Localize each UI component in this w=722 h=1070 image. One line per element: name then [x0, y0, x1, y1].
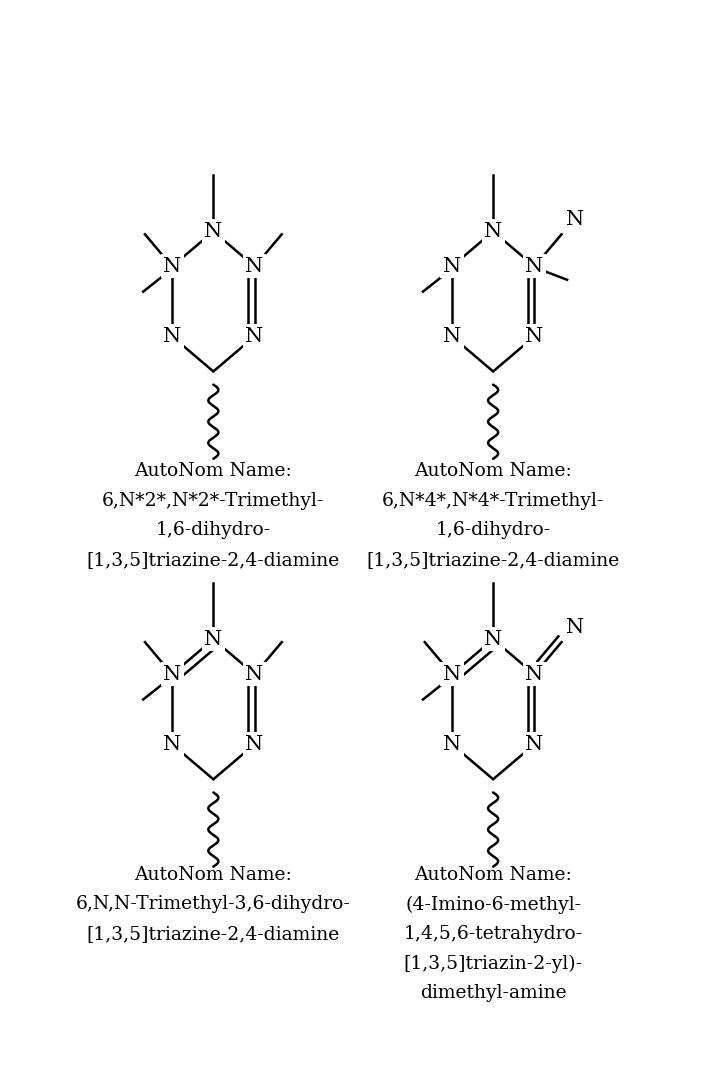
Text: N: N: [245, 257, 264, 276]
Text: N: N: [525, 735, 544, 753]
Text: dimethyl-amine: dimethyl-amine: [419, 984, 567, 1003]
Text: 1,4,5,6-tetrahydro-: 1,4,5,6-tetrahydro-: [404, 926, 583, 943]
Text: N: N: [163, 664, 181, 684]
Text: N: N: [163, 735, 181, 753]
Text: [1,3,5]triazin-2-yl)-: [1,3,5]triazin-2-yl)-: [404, 954, 583, 973]
Text: N: N: [163, 327, 181, 346]
Text: N: N: [566, 210, 585, 229]
Text: AutoNom Name:: AutoNom Name:: [134, 866, 292, 884]
Text: [1,3,5]triazine-2,4-diamine: [1,3,5]triazine-2,4-diamine: [87, 926, 340, 943]
Text: N: N: [484, 630, 503, 648]
Text: [1,3,5]triazine-2,4-diamine: [1,3,5]triazine-2,4-diamine: [367, 551, 619, 569]
Text: [1,3,5]triazine-2,4-diamine: [1,3,5]triazine-2,4-diamine: [87, 551, 340, 569]
Text: N: N: [245, 327, 264, 346]
Text: N: N: [566, 617, 585, 637]
Text: N: N: [443, 664, 461, 684]
Text: N: N: [204, 630, 222, 648]
Text: N: N: [443, 327, 461, 346]
Text: AutoNom Name:: AutoNom Name:: [414, 866, 572, 884]
Text: 6,N*2*,N*2*-Trimethyl-: 6,N*2*,N*2*-Trimethyl-: [103, 492, 324, 509]
Text: N: N: [525, 257, 544, 276]
Text: N: N: [163, 257, 181, 276]
Text: (4-Imino-6-methyl-: (4-Imino-6-methyl-: [405, 896, 581, 914]
Text: 6,N,N-Trimethyl-3,6-dihydro-: 6,N,N-Trimethyl-3,6-dihydro-: [76, 896, 351, 914]
Text: N: N: [525, 327, 544, 346]
Text: AutoNom Name:: AutoNom Name:: [414, 462, 572, 480]
Text: N: N: [204, 221, 222, 241]
Text: 6,N*4*,N*4*-Trimethyl-: 6,N*4*,N*4*-Trimethyl-: [382, 492, 604, 509]
Text: N: N: [245, 735, 264, 753]
Text: N: N: [245, 664, 264, 684]
Text: N: N: [484, 221, 503, 241]
Text: N: N: [525, 664, 544, 684]
Text: 1,6-dihydro-: 1,6-dihydro-: [156, 521, 271, 539]
Text: AutoNom Name:: AutoNom Name:: [134, 462, 292, 480]
Text: N: N: [443, 257, 461, 276]
Text: N: N: [443, 735, 461, 753]
Text: 1,6-dihydro-: 1,6-dihydro-: [435, 521, 551, 539]
